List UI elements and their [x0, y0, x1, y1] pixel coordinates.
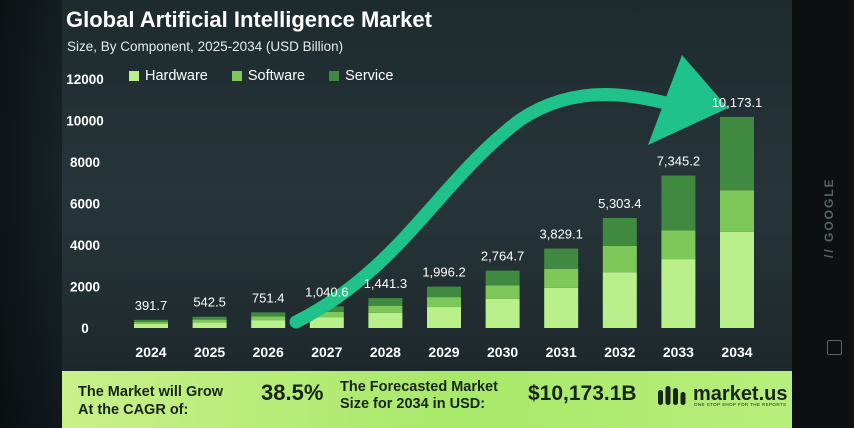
forecast-value: $10,173.1B [528, 382, 637, 405]
bar-hardware-2029 [427, 307, 461, 328]
x-tick-label-2028: 2028 [370, 344, 401, 360]
x-tick-label-2025: 2025 [194, 344, 225, 360]
bar-service-2032 [602, 217, 637, 246]
bar-software-2031 [544, 268, 579, 288]
bar-software-2028 [368, 305, 403, 313]
total-label-2030: 2,764.7 [481, 249, 524, 264]
y-tick-label: 4000 [70, 238, 100, 253]
chart-legend: Hardware Software Service [129, 68, 393, 84]
market-us-logo-icon [658, 385, 686, 405]
brand-name: market.us [693, 383, 788, 405]
y-tick-label: 6000 [70, 197, 100, 212]
bar-hardware-2027 [309, 317, 344, 328]
forecast-label: The Forecasted Market Size for 2034 in U… [340, 379, 498, 413]
bar-hardware-2032 [602, 272, 637, 328]
legend-label-service: Service [345, 68, 394, 84]
bar-service-2029 [427, 286, 461, 298]
chart-subtitle: Size, By Component, 2025-2034 (USD Billi… [67, 39, 344, 54]
bar-service-2028 [368, 298, 403, 306]
legend-swatch-hardware [129, 71, 139, 81]
bar-software-2027 [309, 311, 344, 318]
x-tick-label-2026: 2026 [253, 344, 284, 360]
total-label-2026: 751.4 [252, 290, 285, 305]
x-tick-label-2029: 2029 [428, 344, 459, 360]
bar-hardware-2024 [134, 323, 168, 328]
google-watermark: // GOOGLE [822, 177, 836, 258]
total-label-2025: 542.5 [193, 295, 226, 310]
x-tick-label-2031: 2031 [546, 344, 577, 360]
bar-software-2034 [720, 190, 754, 232]
bar-software-2029 [427, 297, 461, 308]
growth-arrow-curve [289, 88, 707, 329]
bar-service-2033 [661, 175, 696, 231]
x-tick-label-2027: 2027 [311, 344, 342, 360]
growth-arrow [289, 55, 728, 329]
y-axis: 12000 10000 8000 6000 4000 2000 0 [66, 72, 104, 336]
total-label-2024: 391.7 [135, 298, 168, 313]
x-tick-label-2024: 2024 [135, 344, 166, 360]
bar-hardware-2028 [368, 312, 403, 328]
total-label-2032: 5,303.4 [598, 196, 641, 211]
cagr-label-line2: At the CAGR of: [78, 402, 189, 418]
total-label-2029: 1,996.2 [422, 265, 465, 280]
bar-hardware-2030 [485, 298, 520, 328]
legend-item-software: Software [231, 68, 306, 84]
legend-label-software: Software [247, 68, 306, 84]
bar-hardware-2031 [544, 287, 579, 328]
bar-service-2031 [544, 248, 579, 269]
bar-service-2024 [134, 319, 168, 322]
bar-software-2026 [251, 316, 286, 321]
y-tick-label: 0 [81, 321, 89, 336]
legend-label-hardware: Hardware [145, 68, 208, 84]
right-strip [792, 0, 854, 428]
bar-hardware-2033 [661, 259, 696, 328]
bar-software-2030 [485, 285, 520, 299]
bar-service-2030 [485, 270, 520, 286]
y-tick-label: 10000 [66, 114, 104, 129]
bar-hardware-2026 [251, 320, 286, 328]
x-tick-label-2032: 2032 [604, 344, 635, 360]
cagr-label: The Market will Grow At the CAGR of: [78, 383, 223, 419]
bar-hardware-2034 [720, 231, 754, 328]
bar-service-2034 [720, 116, 754, 191]
bar-service-2025 [192, 316, 227, 320]
bars [134, 116, 754, 328]
total-labels: 391.7 542.5 751.4 1,040.6 1,441.3 1,996.2 2,76… [135, 95, 763, 313]
cagr-label-line1: The Market will Grow [78, 384, 224, 400]
total-label-2027: 1,040.6 [305, 284, 348, 299]
forecast-label-line1: The Forecasted Market [340, 379, 498, 395]
x-tick-label-2033: 2033 [663, 344, 694, 360]
total-label-2028: 1,441.3 [364, 276, 407, 291]
watermark-icon [827, 340, 842, 355]
legend-swatch-service [329, 71, 340, 81]
left-shade [0, 0, 62, 428]
bar-software-2025 [192, 319, 227, 323]
forecast-label-line2: Size for 2034 in USD: [340, 396, 486, 412]
bar-service-2026 [251, 312, 286, 317]
x-tick-label-2030: 2030 [487, 344, 518, 360]
cagr-value: 38.5% [261, 380, 324, 405]
y-tick-label: 12000 [66, 72, 104, 87]
legend-item-service: Service [329, 68, 393, 84]
x-axis: 2024 2025 2026 2027 2028 2029 2030 2031 2032 2033… [135, 344, 752, 360]
total-label-2031: 3,829.1 [540, 227, 583, 242]
legend-item-hardware: Hardware [129, 68, 208, 84]
x-tick-label-2034: 2034 [721, 344, 752, 360]
total-label-2033: 7,345.2 [657, 154, 700, 169]
total-label-2034: 10,173.1 [712, 95, 763, 110]
legend-swatch-software [231, 71, 242, 81]
chart-title: Global Artificial Intelligence Market [66, 7, 432, 32]
growth-arrow-head [648, 55, 728, 145]
bar-hardware-2025 [192, 322, 227, 328]
bar-software-2033 [661, 230, 696, 260]
brand-logo: market.us [657, 383, 788, 406]
bar-software-2032 [602, 245, 637, 273]
brand-tagline: ONE STOP SHOP FOR THE REPORTS [694, 402, 787, 407]
y-tick-label: 2000 [70, 280, 100, 295]
bar-software-2024 [134, 321, 168, 324]
y-tick-label: 8000 [70, 155, 100, 170]
